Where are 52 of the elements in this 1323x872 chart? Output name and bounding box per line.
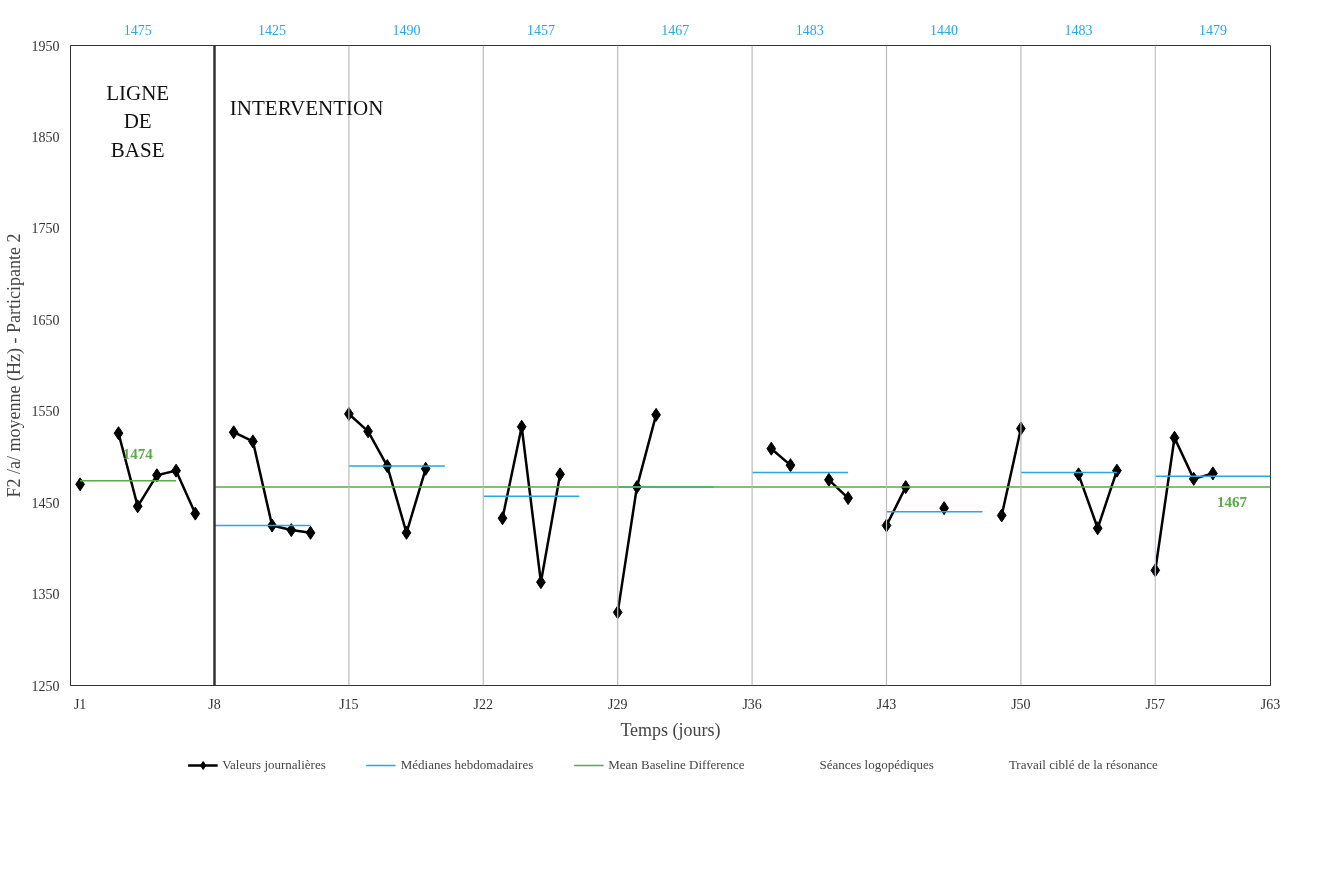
point: [497, 511, 508, 526]
annotation: LIGNE DE BASE: [106, 80, 170, 163]
y-tick-label: 1650: [31, 312, 60, 328]
x-tick-label: J57: [1145, 696, 1166, 712]
x-tick-label: J29: [607, 696, 628, 712]
point: [305, 525, 316, 540]
legend-label: Mean Baseline Difference: [608, 756, 745, 773]
x-tick-label: J1: [73, 696, 87, 712]
x-tick-label: J36: [742, 696, 762, 712]
x-tick-label: J50: [1011, 696, 1031, 712]
x-tick-label: J43: [876, 696, 897, 712]
text: 1479: [1198, 22, 1227, 38]
data-label: 1467: [1217, 494, 1248, 511]
data-label: 1474: [122, 445, 154, 462]
y-tick-label: 1850: [31, 129, 60, 145]
y-tick-label: 1450: [31, 495, 60, 511]
text: 1490: [392, 22, 421, 38]
y-tick-label: 1950: [31, 38, 60, 54]
point: [132, 499, 143, 514]
text: 1475: [123, 22, 152, 38]
y-tick-label: 1750: [31, 221, 60, 237]
annotation: INTERVENTION: [229, 95, 384, 120]
y-tick-label: 1550: [31, 404, 60, 420]
point: [286, 523, 297, 538]
text: 1483: [1064, 22, 1093, 38]
legend-label: Médianes hebdomadaires: [400, 756, 534, 773]
y-axis-title: F2 /a/ moyenne (Hz) - Participante 2: [3, 233, 25, 498]
point: [228, 425, 239, 440]
x-tick-label: J15: [339, 696, 359, 712]
point: [401, 525, 412, 540]
x-tick-label: J22: [473, 696, 494, 712]
point: [766, 441, 777, 456]
point: [996, 508, 1007, 523]
legend-label: Valeurs journalières: [222, 756, 326, 773]
point: [785, 458, 796, 473]
x-tick-label: J8: [208, 696, 221, 712]
text: 1467: [661, 22, 690, 38]
y-tick-label: 1250: [31, 678, 60, 694]
text: 1483: [795, 22, 824, 38]
point: [516, 419, 527, 434]
point: [1092, 521, 1103, 536]
text: 1440: [930, 22, 959, 38]
text: 1425: [258, 22, 287, 38]
text: Séances logopédiques: [819, 756, 934, 773]
x-tick-label: J63: [1260, 696, 1281, 712]
text: Travail ciblé de la résonance: [1008, 756, 1158, 773]
text: 1457: [526, 22, 555, 38]
point: [1169, 430, 1180, 445]
y-tick-label: 1350: [31, 587, 60, 603]
x-axis-title: Temps (jours): [620, 719, 721, 741]
point: [190, 506, 201, 521]
point: [113, 426, 124, 441]
